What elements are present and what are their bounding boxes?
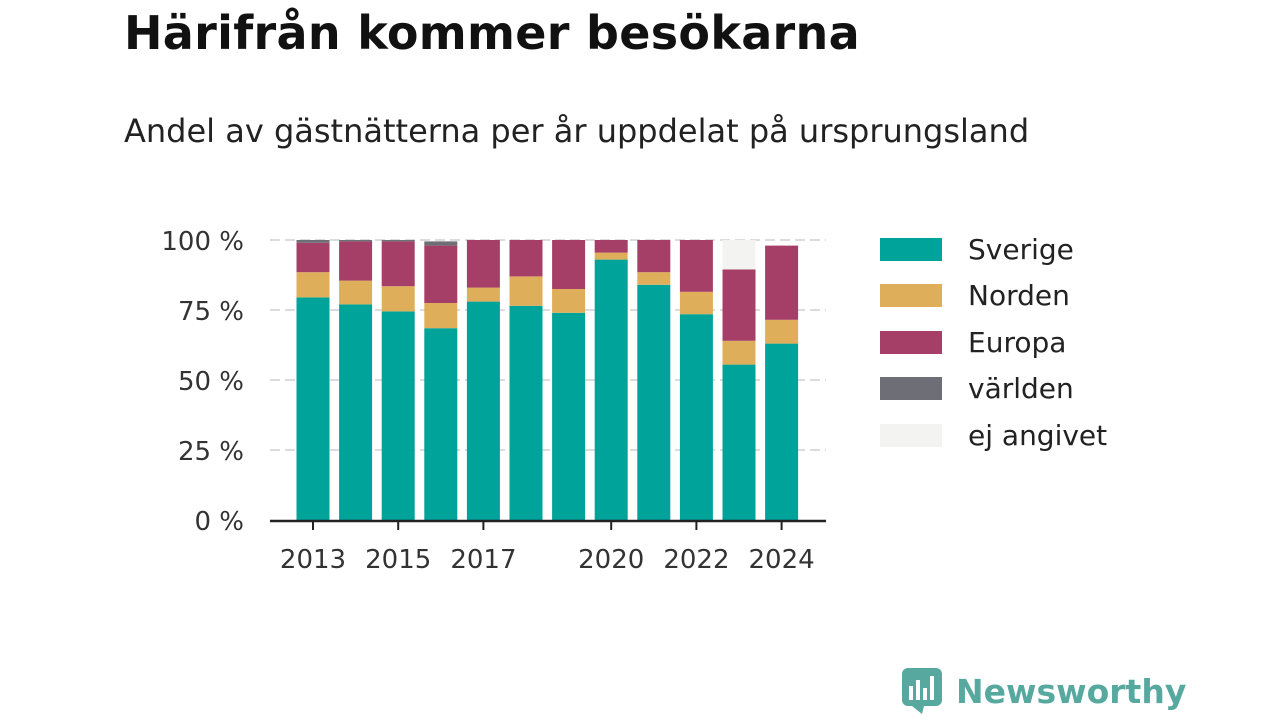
x-tick-label: 2022 [663,545,729,575]
bar-segment-Sverige-2020 [594,259,628,520]
bar-segment-Norden-2018 [509,276,543,306]
bar-segment-världen-2015 [381,240,415,242]
bar-segment-Europa-2022 [679,240,713,292]
y-tick-label: 0 % [194,507,244,537]
x-tick-label: 2024 [749,545,815,575]
x-tick-label: 2017 [450,545,516,575]
bar-segment-Europa-2019 [552,240,586,289]
legend-item-Norden: Norden [880,273,1107,320]
legend-item-Sverige: Sverige [880,226,1107,273]
bar-segment-Europa-2024 [765,245,799,320]
bar-segment-Norden-2022 [679,291,713,315]
x-tick-label: 2015 [365,545,431,575]
bar-segment-världen-2016 [424,241,458,246]
bar-segment-Sverige-2016 [424,328,458,520]
newsworthy-logo: Newsworthy [902,668,1186,714]
y-tick-label: 75 % [178,297,244,327]
legend-swatch [880,377,942,401]
bar-segment-Sverige-2023 [722,364,756,520]
brand-name: Newsworthy [956,671,1187,711]
bar-segment-Norden-2021 [637,272,671,285]
legend-label: världen [968,372,1074,406]
bar-segment-Norden-2019 [552,289,586,313]
bar-segment-Sverige-2017 [466,301,500,520]
legend-item-ej-angivet: ej angivet [880,412,1107,459]
bar-segment-Europa-2021 [637,240,671,273]
bar-segment-Norden-2017 [466,287,500,302]
bar-segment-världen-2013 [296,240,330,243]
legend-label: Sverige [968,232,1074,266]
x-tick-label: 2013 [280,545,346,575]
legend-item-Europa: Europa [880,319,1107,366]
chart-subtitle: Andel av gästnätterna per år uppdelat på… [124,112,1030,150]
bar-segment-Europa-2020 [594,240,628,253]
bar-segment-Sverige-2014 [339,304,373,520]
bar-segment-ej-angivet-2023 [722,240,756,270]
bar-segment-Europa-2016 [424,245,458,303]
bar-segment-Europa-2015 [381,241,415,287]
bar-segment-Norden-2013 [296,272,330,298]
y-tick-label: 25 % [178,437,244,467]
chart-title: Härifrån kommer besökarna [124,6,860,60]
x-tick-label: 2020 [578,545,644,575]
bar-segment-Europa-2023 [722,269,756,341]
newsworthy-logo-icon [902,668,942,714]
bar-segment-Norden-2023 [722,340,756,365]
y-tick-label: 50 % [178,367,244,397]
bar-segment-Europa-2014 [339,241,373,281]
legend-item-världen: världen [880,366,1107,413]
bar-segment-Sverige-2013 [296,297,330,520]
legend-swatch [880,423,942,447]
legend-swatch [880,330,942,354]
bar-segment-världen-2014 [339,240,373,242]
bar-segment-Sverige-2021 [637,284,671,520]
legend-label: Norden [968,279,1070,313]
legend-swatch [880,237,942,261]
bar-segment-Europa-2018 [509,240,543,277]
legend-label: Europa [968,325,1067,359]
bar-segment-Sverige-2024 [765,343,799,520]
legend-swatch [880,284,942,308]
bar-segment-Norden-2024 [765,319,799,344]
bar-segment-Sverige-2022 [679,314,713,520]
bar-segment-Norden-2016 [424,303,458,329]
bar-segment-Europa-2013 [296,242,330,273]
bar-segment-Europa-2017 [466,240,500,288]
stacked-bar-chart: 0 % 25 % 50 % 75 % 100 % 2013 2015 2017 2020 2022… [161,227,826,575]
legend-label: ej angivet [968,418,1108,452]
y-tick-label: 100 % [161,227,244,257]
bar-segment-Norden-2015 [381,286,415,312]
bar-segment-Sverige-2015 [381,311,415,520]
bar-segment-Norden-2014 [339,280,373,305]
bar-segment-Sverige-2019 [552,312,586,520]
chart-legend: Sverige Norden Europa världen ej angivet [880,226,1107,459]
bar-segment-Norden-2020 [594,252,628,260]
bar-segment-Sverige-2018 [509,305,543,520]
